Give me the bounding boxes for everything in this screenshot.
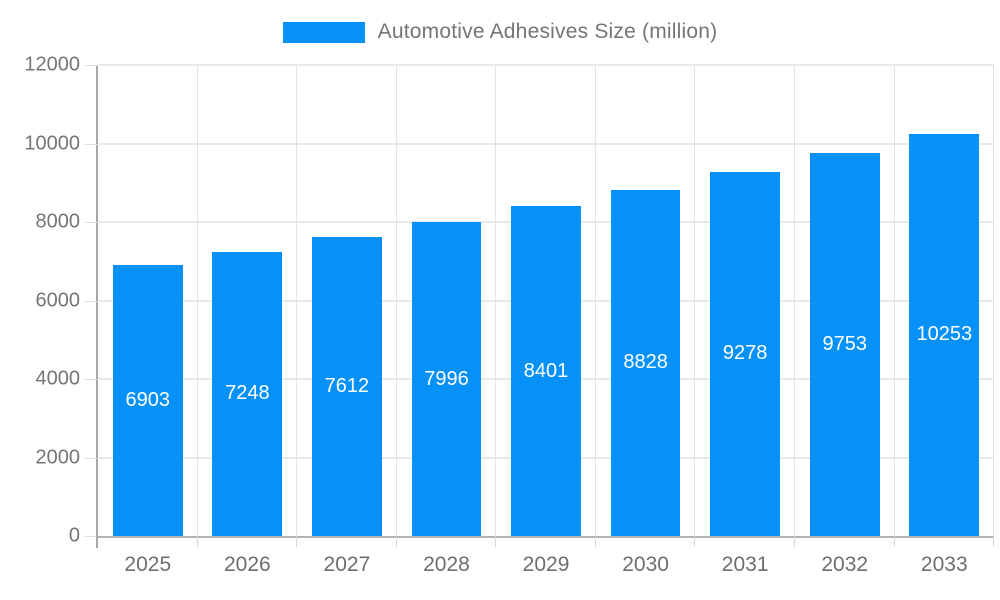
gridline-vertical — [196, 65, 198, 536]
y-axis-tick — [85, 536, 98, 537]
x-axis-tick — [296, 536, 298, 547]
bar-value-label: 7996 — [424, 367, 469, 390]
y-axis-tick — [85, 457, 98, 459]
x-axis-tick — [594, 536, 596, 547]
x-axis-origin-tick — [96, 536, 98, 548]
category-column-2031: 9278 — [695, 65, 795, 547]
category-column-2027: 7612 — [297, 65, 397, 547]
legend-swatch[interactable] — [282, 21, 365, 43]
x-axis-tick — [196, 536, 198, 547]
gridline-vertical — [495, 65, 497, 536]
bar-2031[interactable]: 9278 — [710, 171, 780, 536]
x-axis-tick-label: 2026 — [223, 553, 271, 576]
bar-value-label: 9753 — [822, 333, 867, 356]
y-axis-tick — [85, 143, 98, 145]
legend-label: Automotive Adhesives Size (million) — [377, 20, 718, 43]
gridline-vertical — [793, 65, 795, 536]
x-axis-tick-label: 2025 — [124, 553, 172, 576]
category-column-2030: 8828 — [596, 65, 696, 547]
bar-2029[interactable]: 8401 — [511, 206, 581, 536]
gridline-vertical — [993, 65, 995, 536]
bar-value-label: 8828 — [623, 351, 668, 374]
y-axis-tick-label: 6000 — [35, 289, 81, 311]
y-axis-tick-label: 8000 — [35, 210, 81, 233]
category-column-2025: 6903 — [98, 65, 198, 547]
x-axis-tick-label: 2027 — [323, 553, 371, 576]
category-column-2028: 7996 — [397, 65, 497, 547]
bar-2028[interactable]: 7996 — [411, 222, 482, 536]
y-axis-tick — [85, 379, 98, 381]
bar-2030[interactable]: 8828 — [610, 189, 681, 536]
y-axis-tick-label: 2000 — [35, 446, 81, 469]
bar-columns: 6903 7248 7612 7996 8401 8828 9278 9753 10253 — [98, 65, 995, 547]
y-axis-tick-label: 4000 — [35, 367, 81, 390]
bar-value-label: 7248 — [225, 382, 270, 405]
x-axis-tick-label: 2031 — [721, 553, 769, 576]
gridline-vertical — [594, 65, 596, 536]
y-axis-tick — [85, 300, 98, 302]
x-axis-tick-label: 2030 — [622, 553, 669, 576]
x-axis-tick — [793, 536, 795, 547]
category-column-2033: 10253 — [895, 65, 995, 547]
bar-value-label: 8401 — [523, 359, 569, 382]
y-axis-tick — [85, 222, 98, 224]
gridline-vertical — [395, 65, 397, 536]
x-axis-tick-label: 2033 — [920, 553, 968, 576]
x-axis-labels: 2025 2026 2027 2028 2029 2030 2031 2032 2033 — [98, 553, 994, 577]
gridline-horizontal — [98, 64, 994, 66]
x-axis-tick-label: 2032 — [821, 553, 869, 576]
chart-legend: Automotive Adhesives Size (million) — [0, 20, 1000, 44]
bar-value-label: 9278 — [722, 342, 768, 365]
gridline-vertical — [296, 65, 298, 536]
bar-2026[interactable]: 7248 — [212, 251, 283, 536]
gridline-horizontal — [98, 142, 994, 145]
gridline-vertical — [893, 65, 895, 536]
category-column-2026: 7248 — [198, 65, 298, 547]
y-axis-tick-label: 12000 — [24, 53, 80, 76]
bar-2032[interactable]: 9753 — [809, 153, 880, 536]
x-axis-tick-label: 2028 — [423, 553, 470, 576]
y-axis-tick-label: 0 — [68, 524, 80, 547]
y-axis-tick-label: 10000 — [24, 132, 80, 154]
x-axis-tick-label: 2029 — [522, 553, 570, 576]
category-column-2032: 9753 — [795, 65, 895, 547]
bar-value-label: 6903 — [125, 389, 171, 412]
gridline-vertical — [694, 65, 696, 536]
x-axis-tick — [495, 536, 497, 547]
category-column-2029: 8401 — [496, 65, 596, 547]
x-axis-tick — [395, 536, 397, 547]
bar-2025[interactable]: 6903 — [112, 265, 183, 536]
x-axis-tick — [694, 536, 696, 547]
y-axis-tick — [85, 65, 98, 66]
bar-value-label: 7612 — [324, 375, 370, 398]
x-axis-tick — [993, 536, 995, 547]
bar-2033[interactable]: 10253 — [909, 133, 980, 536]
bar-2027[interactable]: 7612 — [312, 237, 382, 536]
x-axis-tick — [893, 536, 895, 547]
bar-value-label: 10253 — [916, 323, 973, 346]
